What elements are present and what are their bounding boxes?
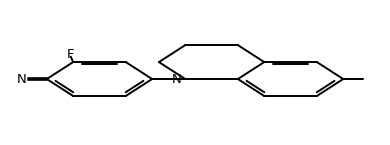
Text: F: F	[66, 48, 74, 61]
Text: N: N	[16, 72, 26, 86]
Text: N: N	[172, 72, 181, 86]
